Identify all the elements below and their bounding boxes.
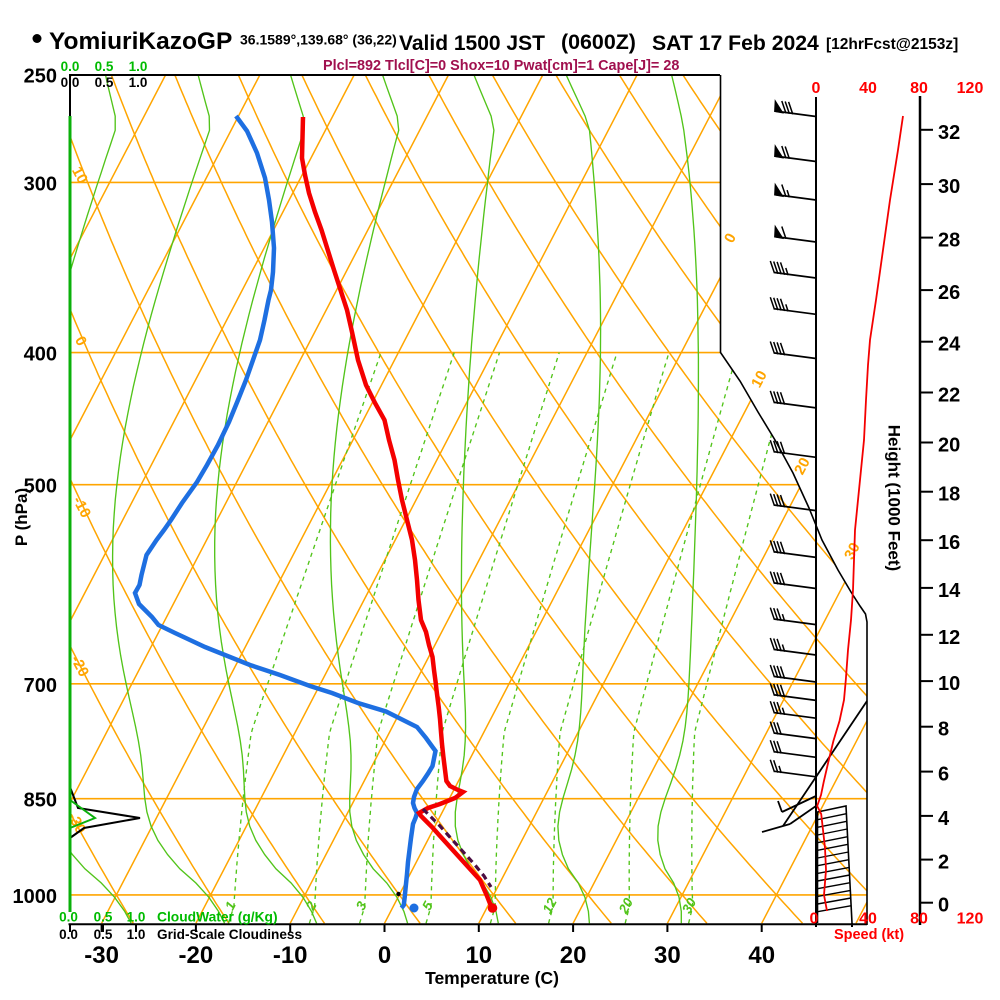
svg-text:32: 32 xyxy=(938,122,960,144)
svg-text:-30: -30 xyxy=(84,942,119,969)
svg-text:28: 28 xyxy=(938,230,960,252)
svg-text:250: 250 xyxy=(24,66,57,88)
svg-text:P (hPa): P (hPa) xyxy=(12,488,31,546)
svg-text:Temperature (C): Temperature (C) xyxy=(425,968,559,988)
svg-text:30: 30 xyxy=(938,176,960,198)
svg-text:0.0: 0.0 xyxy=(61,59,80,74)
svg-text:10: 10 xyxy=(748,368,771,391)
svg-text:20: 20 xyxy=(791,455,814,478)
svg-text:10: 10 xyxy=(68,164,91,187)
svg-text:24: 24 xyxy=(938,334,961,356)
svg-text:1.0: 1.0 xyxy=(127,927,146,942)
svg-text:YomiuriKazoGP: YomiuriKazoGP xyxy=(49,28,232,55)
svg-text:8: 8 xyxy=(938,719,949,741)
svg-text:30: 30 xyxy=(841,540,864,563)
svg-text:400: 400 xyxy=(24,344,57,366)
svg-text:CloudWater (g/Kg): CloudWater (g/Kg) xyxy=(157,910,278,925)
svg-text:30: 30 xyxy=(679,895,700,916)
svg-text:1.0: 1.0 xyxy=(129,59,148,74)
svg-text:[12hrFcst@2153z]: [12hrFcst@2153z] xyxy=(826,36,958,53)
svg-text:6: 6 xyxy=(938,764,949,786)
svg-text:0: 0 xyxy=(812,80,821,97)
svg-text:0: 0 xyxy=(938,895,949,917)
svg-text:300: 300 xyxy=(24,173,57,195)
svg-text:14: 14 xyxy=(938,580,961,602)
svg-text:80: 80 xyxy=(910,911,928,928)
svg-text:1000: 1000 xyxy=(13,886,58,908)
svg-text:18: 18 xyxy=(938,484,960,506)
svg-text:120: 120 xyxy=(957,80,984,97)
svg-text:-20: -20 xyxy=(179,942,214,969)
svg-text:500: 500 xyxy=(24,476,57,498)
svg-text:850: 850 xyxy=(24,790,57,812)
svg-text:12: 12 xyxy=(540,895,561,916)
svg-text:20: 20 xyxy=(560,942,587,969)
svg-text:2: 2 xyxy=(938,852,949,874)
svg-text:0.5: 0.5 xyxy=(95,59,114,74)
svg-text:1.0: 1.0 xyxy=(129,75,148,90)
svg-text:(0600Z): (0600Z) xyxy=(561,30,636,54)
svg-text:40: 40 xyxy=(859,911,877,928)
svg-text:10: 10 xyxy=(465,942,492,969)
svg-text:40: 40 xyxy=(859,80,877,97)
svg-text:700: 700 xyxy=(24,675,57,697)
svg-text:4: 4 xyxy=(938,808,950,830)
svg-text:20: 20 xyxy=(938,435,960,457)
svg-text:40: 40 xyxy=(748,942,775,969)
svg-text:22: 22 xyxy=(938,385,960,407)
svg-text:SAT 17 Feb 2024: SAT 17 Feb 2024 xyxy=(652,32,819,55)
svg-text:0.0: 0.0 xyxy=(59,910,78,925)
svg-text:0.5: 0.5 xyxy=(94,927,113,942)
svg-text:10: 10 xyxy=(938,673,960,695)
svg-text:0: 0 xyxy=(810,911,819,928)
svg-text:0.0: 0.0 xyxy=(59,927,78,942)
svg-text:0: 0 xyxy=(378,942,391,969)
svg-text:0.0: 0.0 xyxy=(61,75,80,90)
svg-text:120: 120 xyxy=(957,911,984,928)
svg-text:0.5: 0.5 xyxy=(94,910,113,925)
svg-text:0.5: 0.5 xyxy=(95,75,114,90)
svg-text:1.0: 1.0 xyxy=(127,910,146,925)
svg-text:16: 16 xyxy=(938,532,960,554)
svg-text:20: 20 xyxy=(615,895,636,917)
svg-text:36.1589°,139.68° (36,22): 36.1589°,139.68° (36,22) xyxy=(240,32,397,48)
svg-text:12: 12 xyxy=(938,627,960,649)
svg-text:30: 30 xyxy=(654,942,681,969)
svg-text:Grid-Scale Cloudiness: Grid-Scale Cloudiness xyxy=(157,927,302,942)
svg-text:26: 26 xyxy=(938,282,960,304)
svg-text:Speed (kt): Speed (kt) xyxy=(834,927,904,943)
svg-text:-10: -10 xyxy=(273,942,308,969)
svg-text:Plcl=892 Tlcl[C]=0 Shox=10 Pwa: Plcl=892 Tlcl[C]=0 Shox=10 Pwat[cm]=1 Ca… xyxy=(323,58,679,74)
svg-text:Valid 1500 JST: Valid 1500 JST xyxy=(399,32,545,55)
svg-text:80: 80 xyxy=(910,80,928,97)
svg-text:Height (1000 Feet): Height (1000 Feet) xyxy=(885,425,904,571)
